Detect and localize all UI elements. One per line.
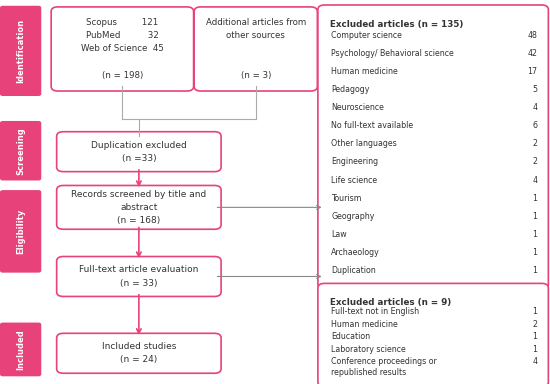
Text: 5: 5 bbox=[532, 85, 537, 94]
Text: 2: 2 bbox=[532, 319, 537, 329]
Text: 6: 6 bbox=[532, 121, 537, 130]
Text: Computer science: Computer science bbox=[331, 31, 402, 40]
Text: Excluded articles (n = 9): Excluded articles (n = 9) bbox=[330, 298, 451, 306]
Text: Pedagogy: Pedagogy bbox=[331, 85, 370, 94]
Text: Duplication: Duplication bbox=[331, 266, 376, 275]
FancyBboxPatch shape bbox=[0, 6, 41, 96]
FancyBboxPatch shape bbox=[57, 333, 221, 373]
Text: Identification: Identification bbox=[16, 19, 25, 83]
Text: 1: 1 bbox=[532, 266, 537, 275]
Text: Conference proceedings or
republished results: Conference proceedings or republished re… bbox=[331, 357, 437, 377]
Text: Human medicine: Human medicine bbox=[331, 319, 398, 329]
Text: Neuroscience: Neuroscience bbox=[331, 103, 384, 112]
Text: Psychology/ Behavioral science: Psychology/ Behavioral science bbox=[331, 49, 454, 58]
Text: 1: 1 bbox=[532, 332, 537, 341]
Text: Excluded articles (n = 135): Excluded articles (n = 135) bbox=[330, 20, 463, 29]
Text: 1: 1 bbox=[532, 307, 537, 316]
Text: 2: 2 bbox=[532, 157, 537, 166]
Text: Law: Law bbox=[331, 230, 347, 239]
Text: Scopus         121
PubMed          32
Web of Science  45

(n = 198): Scopus 121 PubMed 32 Web of Science 45 (… bbox=[81, 18, 164, 80]
Text: Tourism: Tourism bbox=[331, 194, 361, 203]
Text: No full-text available: No full-text available bbox=[331, 121, 413, 130]
Text: 1: 1 bbox=[532, 248, 537, 257]
Text: Engineering: Engineering bbox=[331, 157, 378, 166]
Text: 17: 17 bbox=[527, 67, 537, 76]
FancyBboxPatch shape bbox=[318, 283, 548, 384]
Text: Full-text not in English: Full-text not in English bbox=[331, 307, 419, 316]
Text: 48: 48 bbox=[527, 31, 537, 40]
Text: 2: 2 bbox=[532, 139, 537, 148]
FancyBboxPatch shape bbox=[57, 132, 221, 172]
Text: Human medicine: Human medicine bbox=[331, 67, 398, 76]
Text: Additional articles from
other sources


(n = 3): Additional articles from other sources (… bbox=[206, 18, 306, 80]
Text: 42: 42 bbox=[527, 49, 537, 58]
Text: Records screened by title and
abstract
(n = 168): Records screened by title and abstract (… bbox=[72, 190, 206, 225]
Text: Laboratory science: Laboratory science bbox=[331, 345, 406, 354]
Text: Other languages: Other languages bbox=[331, 139, 397, 148]
Text: 4: 4 bbox=[532, 175, 537, 185]
Text: Life science: Life science bbox=[331, 175, 377, 185]
Text: 4: 4 bbox=[532, 103, 537, 112]
FancyBboxPatch shape bbox=[57, 257, 221, 296]
Text: Full-text article evaluation
(n = 33): Full-text article evaluation (n = 33) bbox=[79, 265, 199, 288]
FancyBboxPatch shape bbox=[51, 7, 194, 91]
FancyBboxPatch shape bbox=[0, 190, 41, 273]
Text: 1: 1 bbox=[532, 212, 537, 221]
Text: Education: Education bbox=[331, 332, 370, 341]
Text: Duplication excluded
(n =33): Duplication excluded (n =33) bbox=[91, 141, 187, 163]
Text: Included: Included bbox=[16, 329, 25, 370]
FancyBboxPatch shape bbox=[0, 121, 41, 180]
Text: 1: 1 bbox=[532, 345, 537, 354]
Text: 4: 4 bbox=[532, 357, 537, 366]
FancyBboxPatch shape bbox=[57, 185, 221, 229]
Text: Eligibility: Eligibility bbox=[16, 209, 25, 254]
Text: 1: 1 bbox=[532, 230, 537, 239]
FancyBboxPatch shape bbox=[194, 7, 317, 91]
Text: Included studies
(n = 24): Included studies (n = 24) bbox=[102, 342, 176, 364]
Text: Archaeology: Archaeology bbox=[331, 248, 380, 257]
Text: Geography: Geography bbox=[331, 212, 375, 221]
Text: Screening: Screening bbox=[16, 127, 25, 175]
Text: 1: 1 bbox=[532, 194, 537, 203]
FancyBboxPatch shape bbox=[318, 5, 548, 289]
FancyBboxPatch shape bbox=[0, 323, 41, 376]
